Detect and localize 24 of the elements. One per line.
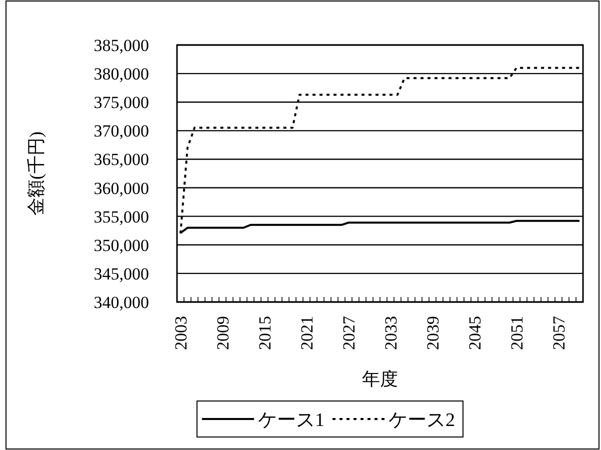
y-tick-label: 370,000	[94, 122, 149, 141]
x-tick-label: 2027	[340, 316, 358, 350]
y-tick-label: 345,000	[94, 264, 149, 284]
x-tick-label: 2039	[424, 316, 442, 350]
x-tick-label: 2045	[466, 316, 484, 350]
x-tick-label: 2009	[214, 316, 232, 350]
y-axis-title: 金額(千円)	[26, 132, 46, 216]
x-tick-label: 2057	[550, 316, 568, 350]
legend-label: ケース1	[258, 410, 324, 431]
x-tick-label: 2051	[508, 316, 526, 350]
y-tick-label: 350,000	[94, 236, 149, 255]
y-tick-label: 375,000	[94, 93, 149, 112]
x-tick-label: 2015	[256, 316, 274, 350]
x-tick-label: 2033	[382, 316, 400, 350]
y-tick-label: 355,000	[94, 207, 149, 226]
x-axis-title: 年度	[362, 369, 398, 389]
y-tick-label: 365,000	[94, 150, 149, 170]
y-tick-label: 385,000	[94, 36, 149, 55]
y-tick-label: 380,000	[94, 64, 149, 84]
y-tick-label: 340,000	[94, 293, 149, 312]
y-tick-label: 360,000	[94, 178, 149, 198]
x-tick-label: 2003	[172, 316, 190, 350]
x-tick-label: 2021	[298, 316, 316, 350]
legend-label: ケース2	[388, 410, 455, 431]
